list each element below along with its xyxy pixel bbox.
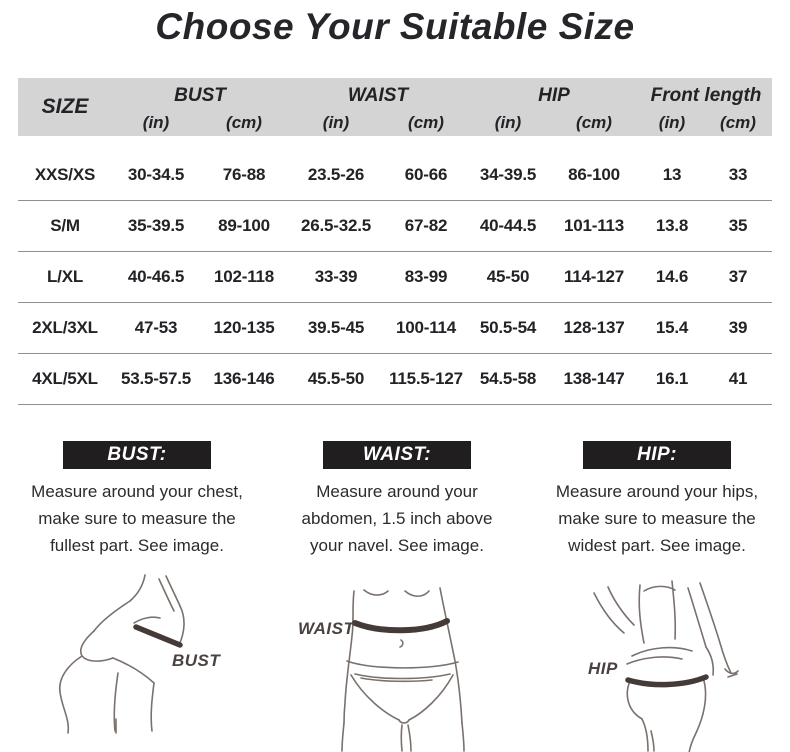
size-table: SIZE BUST WAIST HIP Front length (in) (c… <box>18 78 772 405</box>
section-hip: HIP: Measure around your hips, make sure… <box>532 441 782 752</box>
value-cell: 136-146 <box>213 369 275 388</box>
hip-figure-label: HIP <box>588 659 618 678</box>
figure-bust: BUST <box>12 561 262 752</box>
measure-sections: BUST: Measure around your chest, make su… <box>0 441 790 752</box>
value-cell: 86-100 <box>568 165 620 184</box>
value-cell: 26.5-32.5 <box>300 216 372 235</box>
value-cell: 128-137 <box>563 318 625 337</box>
value-cell: 37 <box>728 267 748 286</box>
table-row: XXS/XS 30-34.5 76-88 23.5-26 60-66 34-39… <box>18 150 772 201</box>
value-cell: 102-118 <box>213 267 275 286</box>
value-cell: 39 <box>728 318 748 337</box>
size-cell: L/XL <box>46 267 84 286</box>
value-cell: 47-53 <box>134 318 178 337</box>
unit-hip-cm: (cm) <box>576 112 612 132</box>
header-group-waist: WAIST <box>347 84 409 106</box>
header-group-bust: BUST <box>174 84 226 106</box>
hip-description: Measure around your hips, make sure to m… <box>555 482 759 555</box>
value-cell: 33 <box>728 165 748 184</box>
figure-waist: WAIST <box>272 561 522 752</box>
value-cell: 101-113 <box>563 216 625 235</box>
table-row: S/M 35-39.5 89-100 26.5-32.5 67-82 40-44… <box>18 201 772 252</box>
value-cell: 45-50 <box>486 267 530 286</box>
value-cell: 100-114 <box>395 318 457 337</box>
waist-badge: WAIST: <box>323 441 471 469</box>
header-group-front-length: Front length <box>650 84 762 106</box>
value-cell: 138-147 <box>563 369 625 388</box>
value-cell: 120-135 <box>213 318 275 337</box>
hip-diagram-illustration <box>593 580 739 752</box>
table-header: SIZE BUST WAIST HIP Front length (in) (c… <box>18 78 772 136</box>
unit-front-cm: (cm) <box>720 112 756 132</box>
value-cell: 39.5-45 <box>307 318 365 337</box>
value-cell: 13 <box>662 165 682 184</box>
size-cell: XXS/XS <box>34 165 96 184</box>
value-cell: 45.5-50 <box>307 369 365 388</box>
value-cell: 60-66 <box>404 165 448 184</box>
header-group-hip: HIP <box>538 84 570 106</box>
value-cell: 76-88 <box>222 165 266 184</box>
table-row: 4XL/5XL 53.5-57.5 136-146 45.5-50 115.5-… <box>18 354 772 405</box>
unit-waist-cm: (cm) <box>408 112 444 132</box>
value-cell: 15.4 <box>655 318 689 337</box>
value-cell: 35-39.5 <box>127 216 185 235</box>
value-cell: 16.1 <box>655 369 689 388</box>
table-row: 2XL/3XL 47-53 120-135 39.5-45 100-114 50… <box>18 303 772 354</box>
table-row: L/XL 40-46.5 102-118 33-39 83-99 45-50 1… <box>18 252 772 303</box>
value-cell: 34-39.5 <box>479 165 537 184</box>
bust-figure-label: BUST <box>172 651 221 670</box>
unit-bust-in: (in) <box>142 112 170 132</box>
value-cell: 41 <box>728 369 748 388</box>
unit-waist-in: (in) <box>322 112 350 132</box>
value-cell: 14.6 <box>655 267 689 286</box>
value-cell: 13.8 <box>655 216 689 235</box>
size-cell: S/M <box>50 216 80 235</box>
value-cell: 67-82 <box>404 216 448 235</box>
value-cell: 40-46.5 <box>127 267 185 286</box>
header-size-cell: SIZE <box>41 95 89 118</box>
value-cell: 89-100 <box>218 216 270 235</box>
figure-hip: HIP <box>532 561 782 752</box>
table-body: XXS/XS 30-34.5 76-88 23.5-26 60-66 34-39… <box>18 150 772 405</box>
bust-diagram-illustration <box>58 574 185 734</box>
header-unit-row: (in) (cm) (in) (cm) (in) (cm) (in) (cm) <box>18 107 772 136</box>
value-cell: 54.5-58 <box>479 369 537 388</box>
value-cell: 114-127 <box>563 267 625 286</box>
value-cell: 30-34.5 <box>127 165 185 184</box>
section-bust: BUST: Measure around your chest, make su… <box>12 441 262 752</box>
value-cell: 35 <box>728 216 748 235</box>
value-cell: 53.5-57.5 <box>120 369 192 388</box>
bust-badge: BUST: <box>63 441 211 469</box>
unit-front-in: (in) <box>658 112 686 132</box>
value-cell: 33-39 <box>314 267 358 286</box>
value-cell: 83-99 <box>404 267 448 286</box>
waist-diagram-illustration <box>341 587 465 752</box>
unit-hip-in: (in) <box>494 112 522 132</box>
page-title: Choose Your Suitable Size <box>155 6 635 47</box>
value-cell: 50.5-54 <box>479 318 537 337</box>
size-cell: 2XL/3XL <box>32 318 98 337</box>
waist-figure-label: WAIST <box>298 619 355 638</box>
hip-badge: HIP: <box>583 441 731 469</box>
unit-bust-cm: (cm) <box>226 112 262 132</box>
section-waist: WAIST: Measure around your abdomen, 1.5 … <box>272 441 522 752</box>
waist-description: Measure around your abdomen, 1.5 inch ab… <box>301 482 493 555</box>
value-cell: 40-44.5 <box>479 216 537 235</box>
bust-description: Measure around your chest, make sure to … <box>31 482 243 555</box>
value-cell: 23.5-26 <box>307 165 365 184</box>
header-group-row: BUST WAIST HIP Front length <box>18 78 772 107</box>
size-cell: 4XL/5XL <box>32 369 98 388</box>
value-cell: 115.5-127 <box>389 369 463 388</box>
